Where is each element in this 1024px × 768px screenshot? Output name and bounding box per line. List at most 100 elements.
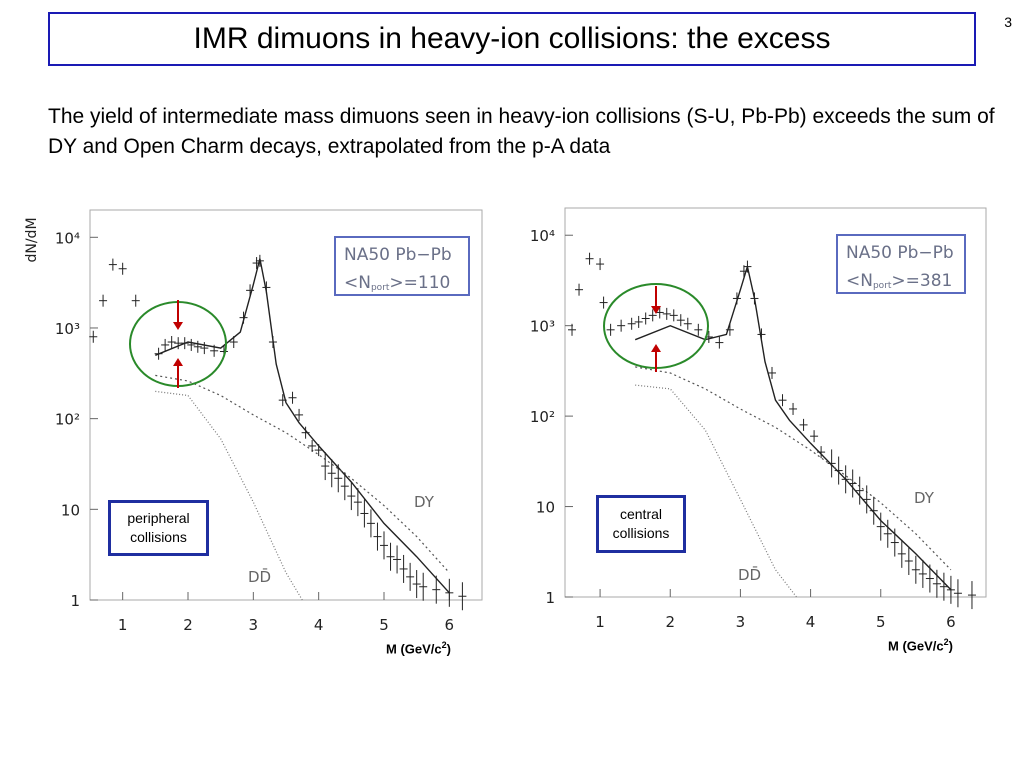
data-point: [757, 328, 766, 341]
x-tick-label: 1: [118, 616, 128, 634]
legend-npart: <Nport>=381: [846, 271, 953, 291]
data-point: [89, 330, 98, 343]
x-axis-note: M (GeV/c2): [386, 640, 451, 657]
data-point: [669, 309, 678, 322]
data-point: [193, 340, 202, 353]
data-point: [301, 426, 310, 439]
data-point: [817, 446, 826, 459]
data-point: [694, 323, 703, 336]
data-point: [789, 402, 798, 415]
slide-number: 3: [1004, 14, 1012, 30]
data-point: [848, 469, 857, 498]
data-point: [750, 292, 759, 305]
data-point: [925, 564, 934, 593]
data-point: [575, 283, 584, 296]
arrow-up-head-icon: [651, 344, 661, 352]
data-point: [180, 337, 189, 350]
data-point: [939, 572, 948, 601]
central-callout: central collisions: [596, 495, 686, 553]
data-point: [380, 531, 388, 560]
plot-frame: [89, 209, 483, 601]
y-tick-label: 10⁴: [55, 229, 80, 247]
data-point: [627, 317, 636, 330]
x-tick-label: 3: [736, 613, 746, 631]
data-point: [108, 258, 117, 271]
y-tick-label: 10⁴: [530, 227, 555, 245]
data-point: [799, 418, 808, 431]
callout-line-2: collisions: [612, 525, 670, 541]
data-point: [946, 575, 955, 604]
legend-box: NA50 Pb−Pb <Nport>=110: [334, 236, 470, 296]
data-point: [321, 452, 330, 481]
x-tick-label: 2: [183, 616, 193, 634]
data-point: [154, 347, 163, 360]
slide-title: IMR dimuons in heavy-ion collisions: the…: [48, 12, 976, 66]
data-point: [599, 296, 608, 309]
x-tick-label: 5: [379, 616, 389, 634]
data-point: [419, 572, 428, 601]
dd-label: DD̄: [738, 565, 761, 584]
data-point: [739, 265, 748, 278]
data-point: [841, 465, 850, 494]
data-point: [314, 444, 323, 457]
x-tick-label: 6: [946, 613, 956, 631]
x-tick-label: 1: [595, 613, 605, 631]
data-point: [568, 323, 577, 336]
central-plot: 1 2 3 4 5 6 1 10 10² 10³ 10⁴ DY DD̄ NA50 Pb−Pb <Npor…: [510, 200, 990, 653]
data-point: [131, 294, 140, 307]
y-tick-label: 1: [545, 589, 555, 607]
data-point: [967, 581, 976, 610]
dy-label: DY: [914, 489, 935, 507]
data-point: [161, 338, 170, 351]
data-point: [641, 312, 650, 325]
x-axis-note: M (GeV/c2): [888, 637, 953, 654]
x-tick-label: 3: [249, 616, 259, 634]
data-point: [827, 449, 836, 478]
data-point: [386, 542, 395, 571]
data-point: [99, 294, 108, 307]
data-point: [334, 464, 343, 493]
data-point: [268, 336, 277, 349]
data-point: [648, 309, 657, 322]
data-point: [655, 306, 664, 319]
arrow-down-head-icon: [651, 306, 661, 314]
data-point: [897, 539, 906, 568]
arrow-down-head-icon: [173, 322, 183, 330]
y-tick-label: 10³: [530, 318, 555, 336]
data-point: [918, 559, 927, 588]
total-fit-curve: [634, 263, 952, 591]
total-fit-curve: [155, 258, 450, 594]
data-point: [834, 456, 843, 485]
data-point: [904, 547, 913, 576]
data-point: [855, 476, 864, 505]
data-point: [634, 315, 643, 328]
dy-label: DY: [414, 493, 435, 511]
data-point: [458, 582, 467, 611]
y-tick-label: 10³: [55, 320, 80, 338]
x-tick-label: 4: [314, 616, 324, 634]
x-tick-label: 4: [806, 613, 816, 631]
data-point: [360, 499, 369, 528]
data-point: [715, 336, 724, 349]
data-point: [725, 323, 734, 336]
data-point: [239, 311, 248, 324]
data-point: [255, 254, 264, 267]
data-point: [883, 519, 892, 548]
data-point: [869, 496, 878, 525]
data-point: [210, 344, 219, 357]
legend-title: NA50 Pb−Pb: [846, 243, 954, 263]
callout-line-1: peripheral: [127, 510, 190, 526]
data-point: [295, 408, 304, 421]
data-point: [617, 319, 626, 332]
data-point: [662, 307, 671, 320]
open-charm-curve: [635, 384, 797, 598]
data-point: [167, 336, 176, 349]
central-plot-canvas: 1 2 3 4 5 6 1 10 10² 10³ 10⁴ DY DD̄: [530, 207, 987, 631]
data-point: [876, 512, 885, 541]
plot-frame: [564, 207, 987, 598]
y-tick-label: 1: [70, 592, 80, 610]
data-point: [767, 366, 776, 379]
x-tick-label: 6: [445, 616, 455, 634]
legend-box: NA50 Pb−Pb <Nport>=381: [836, 234, 966, 294]
data-point: [445, 578, 454, 607]
